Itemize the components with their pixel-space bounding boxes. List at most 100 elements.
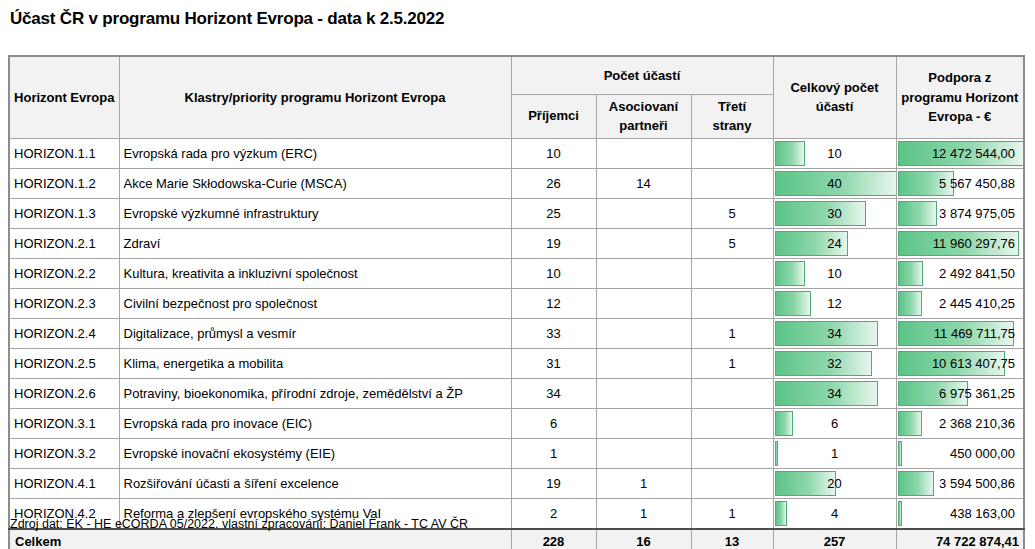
row-beneficiaries: 10 [511, 258, 596, 288]
row-support: 3 594 500,86 [896, 468, 1024, 498]
row-support: 438 163,00 [896, 498, 1024, 529]
table-row: HORIZON.2.1Zdraví1952411 960 297,76 [9, 228, 1024, 258]
row-third-parties [691, 258, 773, 288]
total-participations-value: 40 [778, 171, 892, 196]
row-support: 2 492 841,50 [896, 258, 1024, 288]
support-value: 11 960 297,76 [901, 231, 1020, 256]
row-third-parties: 1 [691, 318, 773, 348]
row-program-code: HORIZON.2.6 [9, 378, 119, 408]
row-program-code: HORIZON.2.1 [9, 228, 119, 258]
column-header-third-parties: Třetí strany [691, 94, 773, 138]
row-third-parties [691, 168, 773, 198]
support-value: 2 445 410,25 [901, 291, 1020, 316]
row-cluster-name: Zdraví [119, 228, 511, 258]
row-beneficiaries: 33 [511, 318, 596, 348]
row-program-code: HORIZON.4.1 [9, 468, 119, 498]
row-total-participations: 40 [773, 168, 896, 198]
totals-participations: 257 [773, 529, 896, 549]
row-beneficiaries: 12 [511, 288, 596, 318]
row-total-participations: 4 [773, 498, 896, 529]
row-cluster-name: Evropské výzkumné infrastruktury [119, 198, 511, 228]
row-beneficiaries: 25 [511, 198, 596, 228]
table-row: HORIZON.1.2Akce Marie Skłodowska-Curie (… [9, 168, 1024, 198]
row-total-participations: 34 [773, 318, 896, 348]
row-beneficiaries: 6 [511, 408, 596, 438]
row-support: 450 000,00 [896, 438, 1024, 468]
support-value: 3 874 975,05 [901, 201, 1020, 226]
page-title: Účast ČR v programu Horizont Evropa - da… [10, 9, 444, 29]
table-header: Horizont Evropa Klastry/priority program… [9, 56, 1024, 138]
support-value: 2 492 841,50 [901, 261, 1020, 286]
table-row: HORIZON.2.4Digitalizace, průmysl a vesmí… [9, 318, 1024, 348]
table-row: HORIZON.3.1Evropská rada pro inovace (EI… [9, 408, 1024, 438]
support-value: 6 975 361,25 [901, 381, 1020, 406]
row-total-participations: 30 [773, 198, 896, 228]
row-support: 5 567 450,88 [896, 168, 1024, 198]
total-participations-value: 30 [778, 201, 892, 226]
table-body: HORIZON.1.1Evropská rada pro výzkum (ERC… [9, 138, 1024, 529]
row-third-parties [691, 138, 773, 168]
total-participations-value: 34 [778, 381, 892, 406]
total-participations-value: 4 [778, 501, 892, 526]
row-total-participations: 24 [773, 228, 896, 258]
totals-support: 74 722 874,41 [896, 529, 1024, 549]
row-associated-partners [596, 288, 691, 318]
totals-beneficiaries: 228 [511, 529, 596, 549]
row-associated-partners [596, 348, 691, 378]
row-beneficiaries: 34 [511, 378, 596, 408]
row-associated-partners [596, 318, 691, 348]
row-program-code: HORIZON.1.3 [9, 198, 119, 228]
row-third-parties: 1 [691, 348, 773, 378]
row-third-parties [691, 288, 773, 318]
row-cluster-name: Civilní bezpečnost pro společnost [119, 288, 511, 318]
row-cluster-name: Akce Marie Skłodowska-Curie (MSCA) [119, 168, 511, 198]
table-row: HORIZON.1.1Evropská rada pro výzkum (ERC… [9, 138, 1024, 168]
support-value: 450 000,00 [901, 441, 1020, 466]
row-support: 11 469 711,75 [896, 318, 1024, 348]
total-participations-value: 10 [778, 261, 892, 286]
row-support: 2 445 410,25 [896, 288, 1024, 318]
row-program-code: HORIZON.1.2 [9, 168, 119, 198]
row-total-participations: 10 [773, 258, 896, 288]
totals-label: Celkem [9, 529, 511, 549]
support-value: 5 567 450,88 [901, 171, 1020, 196]
row-total-participations: 10 [773, 138, 896, 168]
row-third-parties: 1 [691, 498, 773, 529]
row-support: 12 472 544,00 [896, 138, 1024, 168]
table-row: HORIZON.4.1Rozšiřování účasti a šíření e… [9, 468, 1024, 498]
row-third-parties [691, 438, 773, 468]
row-associated-partners [596, 408, 691, 438]
row-associated-partners: 1 [596, 468, 691, 498]
support-value: 3 594 500,86 [901, 471, 1020, 496]
row-cluster-name: Evropské inovační ekosystémy (EIE) [119, 438, 511, 468]
column-header-clusters: Klastry/priority programu Horizont Evrop… [119, 56, 511, 138]
row-beneficiaries: 31 [511, 348, 596, 378]
row-support: 11 960 297,76 [896, 228, 1024, 258]
row-third-parties [691, 468, 773, 498]
row-cluster-name: Kultura, kreativita a inkluzivní společn… [119, 258, 511, 288]
total-participations-value: 12 [778, 291, 892, 316]
support-value: 11 469 711,75 [901, 321, 1020, 346]
support-value: 438 163,00 [901, 501, 1020, 526]
table-row: HORIZON.1.3Evropské výzkumné infrastrukt… [9, 198, 1024, 228]
table-row: HORIZON.2.5Klima, energetika a mobilita3… [9, 348, 1024, 378]
row-associated-partners: 1 [596, 498, 691, 529]
row-cluster-name: Klima, energetika a mobilita [119, 348, 511, 378]
row-beneficiaries: 26 [511, 168, 596, 198]
row-program-code: HORIZON.2.2 [9, 258, 119, 288]
row-beneficiaries: 10 [511, 138, 596, 168]
row-cluster-name: Evropská rada pro výzkum (ERC) [119, 138, 511, 168]
row-associated-partners: 14 [596, 168, 691, 198]
row-total-participations: 1 [773, 438, 896, 468]
support-value: 10 613 407,75 [901, 351, 1020, 376]
total-participations-value: 20 [778, 471, 892, 496]
row-third-parties [691, 408, 773, 438]
row-associated-partners [596, 258, 691, 288]
totals-row: Celkem 228 16 13 257 74 722 874,41 [9, 529, 1024, 549]
row-support: 3 874 975,05 [896, 198, 1024, 228]
header-row-groups: Horizont Evropa Klastry/priority program… [9, 56, 1024, 94]
column-header-total-participations: Celkový počet účastí [773, 56, 896, 138]
row-program-code: HORIZON.2.3 [9, 288, 119, 318]
table-footer: Celkem 228 16 13 257 74 722 874,41 [9, 529, 1024, 549]
table-row: HORIZON.2.6Potraviny, bioekonomika, přír… [9, 378, 1024, 408]
